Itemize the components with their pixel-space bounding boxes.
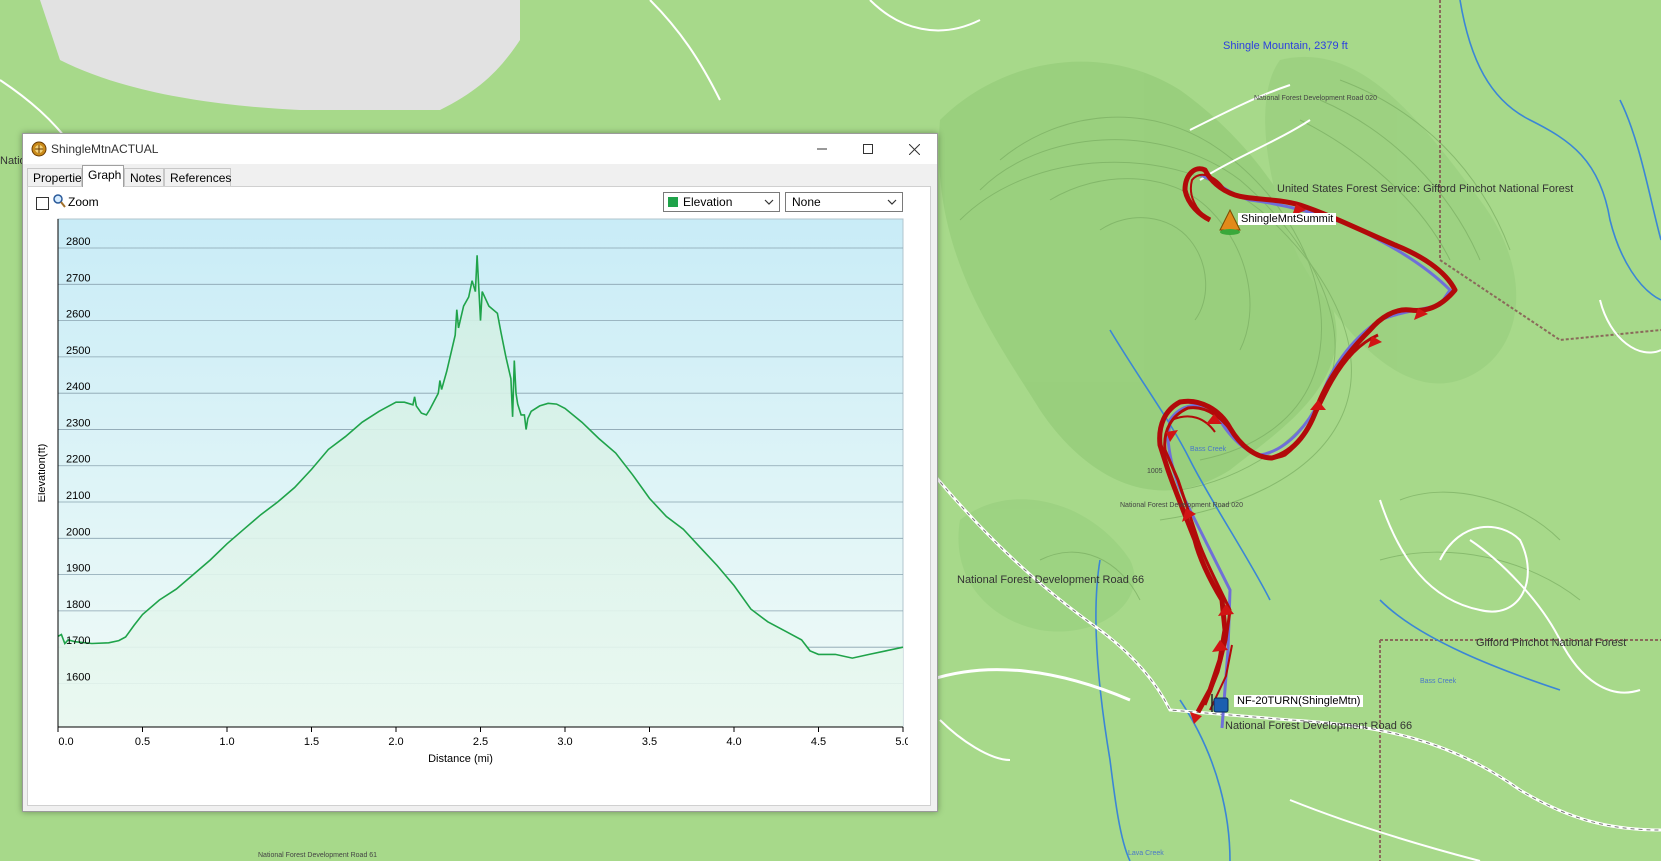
x-tick-label: 2.5	[473, 736, 488, 748]
window-title: ShingleMtnACTUAL	[51, 142, 159, 156]
x-tick-label: 0.5	[135, 736, 150, 748]
zoom-label: Zoom	[68, 195, 99, 209]
y-tick-label: 1600	[66, 671, 90, 683]
forest-service-label: United States Forest Service: Gifford Pi…	[1277, 183, 1574, 195]
y-tick-label: 2800	[66, 236, 90, 248]
y-tick-label: 1900	[66, 563, 90, 575]
road-66-label-left: National Forest Development Road 66	[957, 574, 1145, 586]
x-tick-label: 5.0	[895, 736, 908, 748]
minimize-button[interactable]	[799, 134, 845, 164]
streams	[1095, 0, 1661, 861]
chevron-down-icon	[764, 199, 774, 205]
track-arrows	[1166, 204, 1428, 724]
y-tick-label: 2700	[66, 272, 90, 284]
road-66-dash	[929, 469, 1661, 831]
x-tick-label: 1.5	[304, 736, 319, 748]
series-dropdown[interactable]: Elevation	[663, 192, 780, 212]
close-button[interactable]	[891, 134, 937, 164]
peak-label: Shingle Mountain, 2379 ft	[1223, 40, 1348, 52]
x-tick-label: 4.0	[726, 736, 741, 748]
gifford-pinchot-label: Gifford Pinchot National Forest	[1476, 637, 1627, 649]
y-tick-label: 2300	[66, 417, 90, 429]
elevation-line	[57, 255, 904, 659]
y-tick-label: 1700	[66, 635, 90, 647]
x-tick-label: 3.5	[642, 736, 657, 748]
creek-label-2: Bass Creek	[1420, 678, 1457, 685]
road-side	[929, 668, 1131, 702]
elevation-area-fill	[58, 255, 903, 728]
series-dropdown-value: Elevation	[683, 195, 733, 209]
y-tick-label: 2400	[66, 381, 90, 393]
x-tick-label: 0.0	[58, 736, 73, 748]
x-axis-label: Distance (mi)	[428, 753, 493, 765]
zoom-checkbox[interactable]	[36, 197, 49, 210]
window-titlebar[interactable]: ShingleMtnACTUAL	[23, 134, 937, 164]
forest-boundary	[1439, 0, 1661, 342]
summit-waypoint-marker[interactable]	[1219, 208, 1241, 235]
road-020-label-mid: National Forest Development Road 020	[1120, 502, 1243, 509]
secondary-dropdown-value: None	[792, 195, 821, 209]
y-axis-label: Elevation(ft)	[38, 444, 48, 503]
y-tick-label: 2500	[66, 345, 90, 357]
app-globe-icon	[31, 141, 47, 157]
y-tick-label: 2100	[66, 490, 90, 502]
start-waypoint-marker[interactable]	[1211, 694, 1229, 713]
x-tick-label: 2.0	[388, 736, 403, 748]
graph-panel: Zoom Elevation None	[27, 186, 931, 806]
creek-label-1: Bass Creek	[1190, 446, 1227, 453]
tab-graph[interactable]: Graph	[82, 165, 124, 187]
close-icon	[908, 143, 920, 155]
y-tick-label: 2000	[66, 526, 90, 538]
chevron-down-icon	[887, 199, 897, 205]
road-66-label-right: National Forest Development Road 66	[1225, 720, 1413, 732]
x-tick-label: 3.0	[557, 736, 572, 748]
track-properties-window[interactable]: ShingleMtnACTUAL Properties Graph Notes …	[22, 133, 938, 812]
magnifier-icon	[53, 194, 66, 208]
tab-notes[interactable]: Notes	[124, 168, 164, 186]
x-tick-label: 4.5	[811, 736, 826, 748]
number-1005-label: 1005	[1147, 468, 1163, 475]
creek-label-3: Lava Creek	[1128, 850, 1164, 857]
edge-left-label: Natio	[0, 155, 26, 167]
y-tick-label: 2600	[66, 309, 90, 321]
series-color-swatch	[668, 197, 678, 207]
gps-track	[1157, 166, 1458, 714]
tab-properties[interactable]: Properties	[27, 168, 88, 186]
road-020-label-top: National Forest Development Road 020	[1254, 95, 1377, 102]
x-tick-label: 1.0	[219, 736, 234, 748]
y-tick-label: 1800	[66, 599, 90, 611]
y-tick-label: 2200	[66, 454, 90, 466]
maximize-icon	[863, 144, 873, 154]
elevation-chart[interactable]: 1600 1700 1800 1900 2000 2100 2200 2300 2400 2500…	[38, 218, 908, 802]
tab-references[interactable]: References	[164, 168, 231, 186]
secondary-dropdown[interactable]: None	[785, 192, 903, 212]
gray-area	[40, 0, 520, 110]
road-bottom-label: National Forest Development Road 61	[258, 852, 378, 859]
minimize-icon	[817, 148, 827, 150]
start-waypoint-label[interactable]: NF-20TURN(ShingleMtn)	[1234, 695, 1364, 707]
chart-ticks: 1600 1700 1800 1900 2000 2100 2200 2300 2400 2500…	[57, 236, 908, 748]
summit-waypoint-label[interactable]: ShingleMntSummit	[1238, 213, 1337, 225]
maximize-button[interactable]	[845, 134, 891, 164]
